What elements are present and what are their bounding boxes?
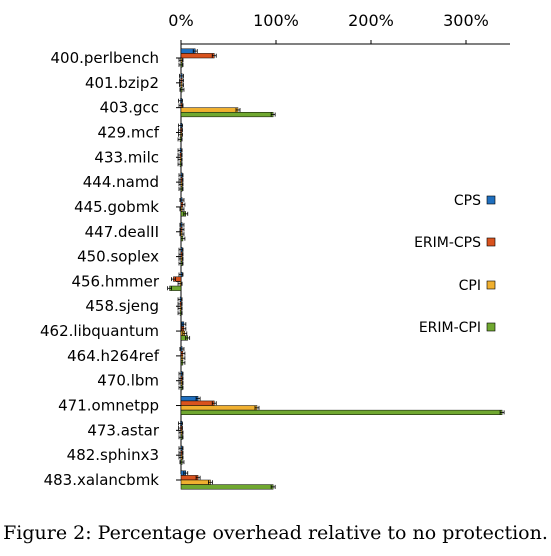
category-label: 401.bzip2: [85, 74, 159, 92]
legend-swatch-cpi: [486, 280, 496, 290]
legend-label-erim-cps: ERIM-CPS: [414, 235, 481, 251]
bar-cps: [180, 396, 199, 402]
bar-erim-cps: [180, 400, 215, 406]
bar-cpi: [180, 479, 211, 485]
overhead-chart: 0% 100% 200% 300% 400.perlbench 401.bzip2 403…: [40, 11, 510, 490]
category-label: 473.astar: [87, 421, 159, 439]
x-tick-label: 100%: [253, 11, 299, 30]
bar-erim-cps: [180, 53, 215, 59]
bar-erim-cps: [180, 475, 199, 481]
figure-caption: Figure 2: Percentage overhead relative t…: [3, 522, 548, 544]
bar-erim-cpi: [180, 484, 274, 490]
category-label: 470.lbm: [97, 372, 159, 390]
legend-label-erim-cpi: ERIM-CPI: [419, 320, 481, 336]
category-label: 400.perlbench: [51, 49, 160, 67]
x-tick-label: 300%: [443, 11, 489, 30]
legend-swatch-erim-cpi: [486, 322, 496, 332]
bar-cpi: [180, 405, 258, 411]
bars: [167, 48, 505, 490]
category-label: 464.h264ref: [67, 347, 160, 365]
category-label: 482.sphinx3: [67, 446, 159, 464]
legend-label-cps: CPS: [454, 193, 481, 209]
category-label: 429.mcf: [97, 123, 159, 141]
legend: CPS ERIM-CPS CPI ERIM-CPI: [414, 193, 496, 336]
x-tick-label: 200%: [348, 11, 394, 30]
legend-label-cpi: CPI: [459, 278, 481, 294]
category-label: 447.dealII: [85, 223, 159, 241]
bar-erim-cpi: [180, 409, 503, 415]
category-label: 450.soplex: [77, 248, 159, 266]
category-labels: 400.perlbench 401.bzip2 403.gcc 429.mcf 433.…: [40, 49, 160, 489]
category-label: 483.xalancbmk: [44, 471, 160, 489]
legend-swatch-cps: [486, 195, 496, 205]
category-label: 433.milc: [94, 148, 159, 166]
category-label: 471.omnetpp: [58, 397, 159, 415]
category-label: 444.namd: [83, 173, 159, 191]
x-axis: 0% 100% 200% 300%: [168, 11, 510, 481]
x-tick-label: 0%: [168, 11, 193, 30]
bar-erim-cpi: [180, 111, 274, 118]
legend-swatch-erim-cps: [486, 237, 496, 247]
category-label: 445.gobmk: [74, 198, 159, 216]
bar-cpi: [180, 107, 239, 113]
category-label: 456.hmmer: [71, 272, 159, 290]
category-label: 403.gcc: [100, 99, 159, 117]
category-label: 462.libquantum: [40, 322, 159, 340]
category-label: 458.sjeng: [85, 297, 159, 315]
